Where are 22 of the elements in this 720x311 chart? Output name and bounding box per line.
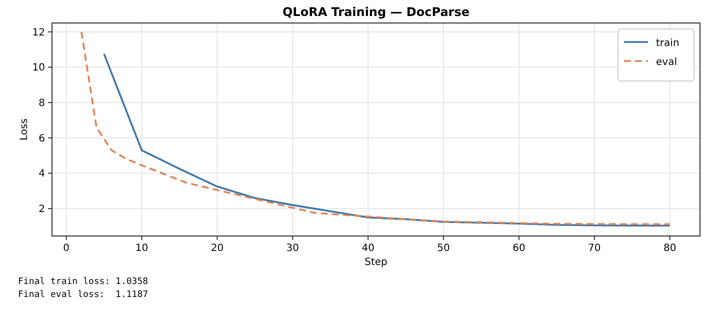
legend-label: eval — [656, 57, 677, 68]
y-tick-label: 8 — [38, 98, 45, 110]
x-tick-label: 80 — [663, 243, 676, 254]
y-tick-label: 10 — [32, 62, 45, 74]
x-tick-label: 70 — [588, 243, 601, 254]
x-tick-label: 40 — [362, 243, 374, 254]
x-tick-label: 0 — [63, 243, 70, 254]
y-axis-title: Loss — [19, 118, 30, 140]
x-axis-title: Step — [364, 257, 388, 268]
y-tick-label: 6 — [38, 133, 45, 144]
x-tick-label: 20 — [210, 243, 224, 254]
x-tick-label: 10 — [135, 243, 148, 254]
x-tick-label: 60 — [512, 243, 526, 254]
y-tick-label: 12 — [32, 27, 45, 38]
x-tick-label: 30 — [286, 243, 300, 254]
legend-label: train — [656, 38, 680, 49]
text: Final train loss: 1.0358 — [18, 277, 148, 287]
text: Final eval loss: 1.1187 — [18, 290, 148, 300]
x-tick-label: 50 — [437, 243, 450, 254]
y-tick-label: 4 — [38, 168, 45, 180]
chart-title: QLoRA Training — DocParse — [282, 5, 470, 19]
y-tick-label: 2 — [38, 204, 45, 216]
